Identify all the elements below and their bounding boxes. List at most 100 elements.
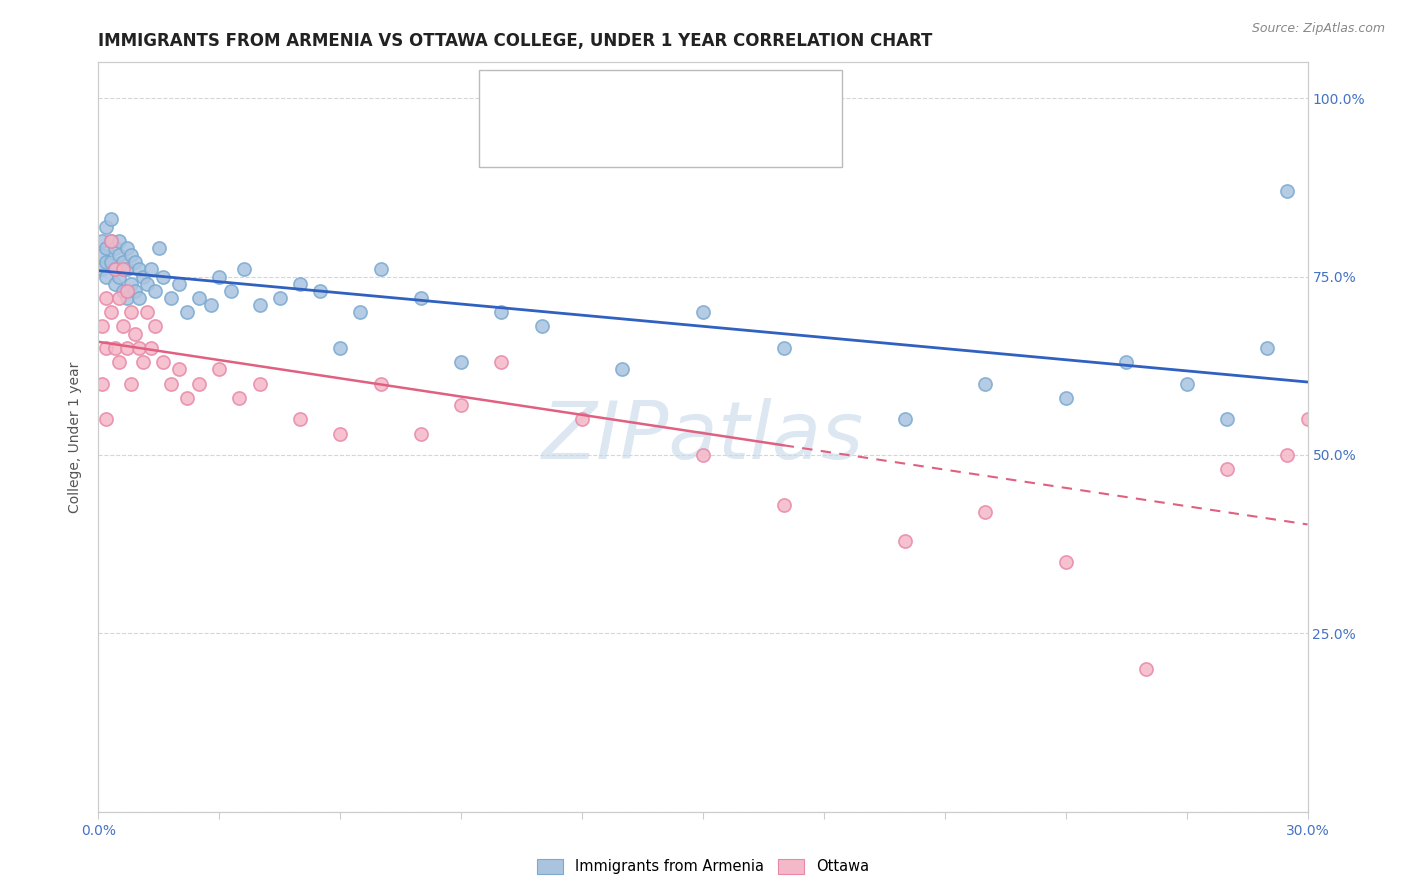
Point — [139, 262, 162, 277]
Point — [1115, 355, 1137, 369]
Point — [120, 248, 142, 262]
Point — [249, 376, 271, 391]
Point — [974, 376, 997, 391]
Point — [124, 326, 146, 341]
Point — [772, 498, 794, 512]
Point — [132, 269, 155, 284]
Point — [91, 234, 114, 248]
Point — [124, 284, 146, 298]
Point — [152, 269, 174, 284]
Point — [1256, 341, 1278, 355]
Point — [96, 341, 118, 355]
Point — [96, 241, 118, 255]
Point — [200, 298, 222, 312]
Point — [100, 234, 122, 248]
Point — [893, 412, 915, 426]
Point — [228, 391, 250, 405]
Point — [409, 291, 432, 305]
Point — [124, 255, 146, 269]
Point — [120, 305, 142, 319]
Point — [103, 277, 125, 291]
Point — [111, 319, 134, 334]
Point — [772, 341, 794, 355]
Point — [974, 505, 997, 519]
Point — [91, 376, 114, 391]
Point — [176, 305, 198, 319]
Point — [152, 355, 174, 369]
Point — [1054, 391, 1077, 405]
Point — [370, 376, 392, 391]
Point — [107, 269, 129, 284]
Point — [160, 376, 183, 391]
Point — [309, 284, 332, 298]
Point — [115, 262, 138, 277]
Point — [491, 305, 513, 319]
Legend: Immigrants from Armenia, Ottawa: Immigrants from Armenia, Ottawa — [531, 853, 875, 880]
Text: Source: ZipAtlas.com: Source: ZipAtlas.com — [1251, 22, 1385, 36]
Point — [1216, 412, 1239, 426]
Point — [96, 219, 118, 234]
Point — [120, 376, 142, 391]
Point — [288, 277, 311, 291]
Point — [167, 362, 190, 376]
Point — [1175, 376, 1198, 391]
Point — [135, 305, 157, 319]
Point — [249, 298, 271, 312]
Point — [329, 426, 352, 441]
Point — [329, 341, 352, 355]
Y-axis label: College, Under 1 year: College, Under 1 year — [69, 361, 83, 513]
Point — [103, 241, 125, 255]
Point — [100, 212, 122, 227]
Point — [409, 426, 432, 441]
Text: IMMIGRANTS FROM ARMENIA VS OTTAWA COLLEGE, UNDER 1 YEAR CORRELATION CHART: IMMIGRANTS FROM ARMENIA VS OTTAWA COLLEG… — [98, 32, 932, 50]
Point — [450, 398, 472, 412]
Point — [1277, 448, 1299, 462]
Point — [103, 262, 125, 277]
Point — [103, 341, 125, 355]
Point — [148, 241, 170, 255]
Point — [120, 277, 142, 291]
Point — [91, 248, 114, 262]
Point — [100, 234, 122, 248]
Point — [115, 241, 138, 255]
Point — [132, 355, 155, 369]
Point — [208, 362, 231, 376]
Point — [111, 262, 134, 277]
Point — [96, 255, 118, 269]
Point — [103, 262, 125, 277]
Point — [115, 284, 138, 298]
Point — [107, 291, 129, 305]
Point — [91, 319, 114, 334]
Point — [491, 355, 513, 369]
Point — [188, 291, 211, 305]
Point — [167, 277, 190, 291]
Point — [139, 341, 162, 355]
Point — [1216, 462, 1239, 476]
Point — [1316, 376, 1339, 391]
Point — [128, 291, 150, 305]
Point — [115, 341, 138, 355]
Point — [111, 284, 134, 298]
Point — [107, 355, 129, 369]
Point — [692, 305, 714, 319]
Point — [1277, 184, 1299, 198]
Point — [370, 262, 392, 277]
Text: ZIPatlas: ZIPatlas — [541, 398, 865, 476]
Point — [100, 255, 122, 269]
Point — [221, 284, 243, 298]
Point — [1135, 662, 1157, 676]
Point — [143, 284, 166, 298]
Point — [1296, 412, 1319, 426]
Point — [612, 362, 634, 376]
Point — [692, 448, 714, 462]
Point — [188, 376, 211, 391]
Point — [111, 255, 134, 269]
Point — [232, 262, 254, 277]
Point — [269, 291, 291, 305]
Point — [91, 262, 114, 277]
Point — [128, 341, 150, 355]
Point — [160, 291, 183, 305]
Point — [128, 262, 150, 277]
Point — [893, 533, 915, 548]
Point — [530, 319, 553, 334]
